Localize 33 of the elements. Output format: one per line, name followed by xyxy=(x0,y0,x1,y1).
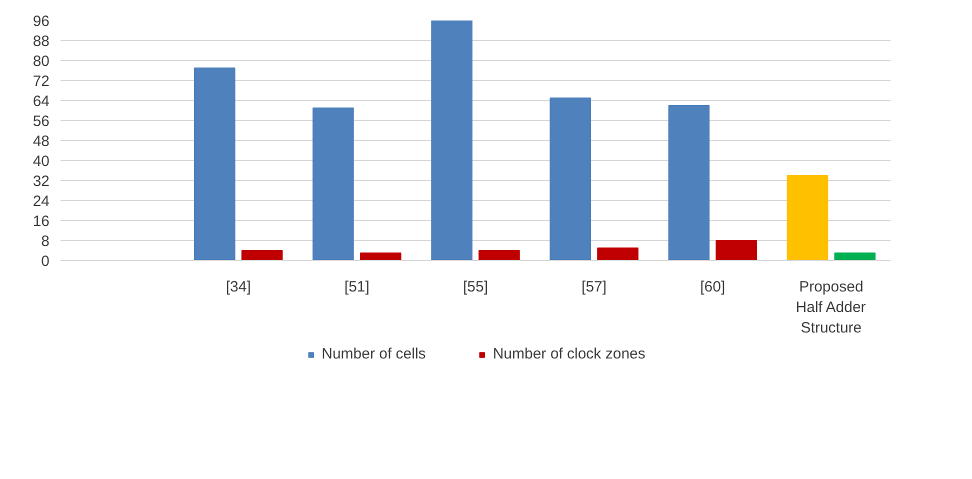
bar xyxy=(478,250,520,260)
bar xyxy=(668,105,710,260)
bar xyxy=(550,98,592,260)
y-tick-label: 64 xyxy=(32,93,50,110)
x-tick-label: [57] xyxy=(582,278,607,296)
y-tick-label: 8 xyxy=(41,233,50,250)
x-tick-label: [34] xyxy=(226,278,251,296)
y-tick-label: 80 xyxy=(32,53,50,70)
y-tick-label: 16 xyxy=(32,213,50,230)
bar xyxy=(360,252,402,260)
y-tick-label: 32 xyxy=(32,173,50,190)
bar xyxy=(312,108,354,260)
bar xyxy=(431,20,472,260)
y-tick-label: 48 xyxy=(32,133,50,150)
y-tick-label: 72 xyxy=(32,73,50,90)
x-tick-label: Proposed Half Adder Structure xyxy=(796,278,866,336)
bar xyxy=(241,250,283,260)
y-tick-label: 56 xyxy=(32,113,50,130)
y-tick-label: 0 xyxy=(41,253,50,270)
legend-label: Number of cells xyxy=(322,346,426,362)
y-tick-label: 88 xyxy=(32,33,50,50)
x-tick-label: [60] xyxy=(700,278,726,296)
y-tick-label: 24 xyxy=(32,193,50,210)
y-tick-label: 40 xyxy=(32,153,50,170)
x-tick-label: [51] xyxy=(344,278,370,296)
bar xyxy=(597,248,638,260)
bar xyxy=(786,175,828,260)
legend-label: Number of clock zones xyxy=(492,346,646,362)
bar xyxy=(834,252,876,260)
bar xyxy=(716,240,758,260)
y-tick-label: 96 xyxy=(32,13,50,30)
bar xyxy=(194,68,236,260)
x-tick-label: [55] xyxy=(462,278,488,296)
